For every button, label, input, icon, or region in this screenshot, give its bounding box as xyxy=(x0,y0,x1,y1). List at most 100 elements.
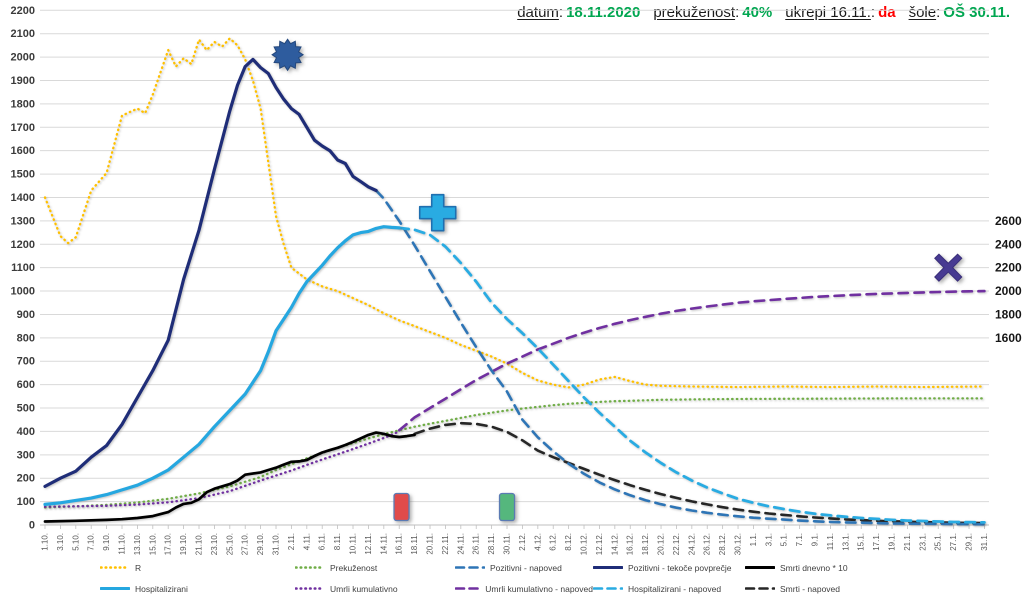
legend-label: Pozitivni - napoved xyxy=(490,562,562,573)
legend-swatch-solid xyxy=(745,566,775,569)
x-axis-label: 17.10. xyxy=(164,533,173,555)
legend-label: Pozitivni - tekoče povprečje xyxy=(628,562,732,573)
legend-label: Hospitalizirani - napoved xyxy=(628,583,722,594)
x-axis-label: 6.11. xyxy=(318,533,327,550)
y-axis-tick-label: 1300 xyxy=(11,215,35,227)
header-item-preku-enost: prekuženost: 40% xyxy=(653,4,773,21)
snowflake-icon xyxy=(271,38,305,72)
x-axis-label: 12.12. xyxy=(595,533,604,555)
x-axis-label: 14.12. xyxy=(610,533,619,555)
legend: R Prekuženost Pozitivni - napoved Pozitivni… xyxy=(0,557,1024,599)
x-axis-label: 29.1. xyxy=(965,533,974,551)
y-axis-tick-label: 0 xyxy=(29,520,35,532)
series-hospitalizirani xyxy=(43,225,401,506)
x-axis-label: 14.11. xyxy=(379,533,388,555)
legend-item-smrti-napoved: Smrti - napoved xyxy=(745,584,1024,594)
x-axis-label: 4.11. xyxy=(302,533,311,550)
x-axis-label: 5.1. xyxy=(780,533,789,546)
y-axis-tick-label: 1500 xyxy=(11,169,35,181)
x-axis-label: 10.12. xyxy=(580,533,589,555)
series-hospitalizirani-napoved xyxy=(397,226,986,524)
x-axis-label: 1.1. xyxy=(749,533,758,546)
legend-item-smrti-dnevno-10: Smrti dnevno * 10 xyxy=(745,563,1024,573)
x-axis-label: 3.1. xyxy=(764,533,773,546)
legend-item-preku-enost: Prekuženost xyxy=(295,563,455,573)
x-axis-label: 7.10. xyxy=(87,533,96,551)
series-pozitivni-teko-e-povpre-je xyxy=(43,57,378,488)
legend-item-umrli-kumulativno: Umrli kumulativno xyxy=(295,584,455,594)
header-item-ukrepi-16-11: ukrepi 16.11.: da xyxy=(785,4,896,21)
x-axis-label: 21.1. xyxy=(903,533,912,551)
legend-item-umrli-kumulativno-napoved: Umrli kumulativno - napoved xyxy=(455,584,593,594)
series-umrli-kumulativno-napoved xyxy=(397,289,986,432)
x-axis-label: 13.1. xyxy=(841,533,850,551)
legend-label: Umrli kumulativno - napoved xyxy=(485,583,593,594)
x-axis-label: 27.10. xyxy=(241,533,250,555)
y-axis-tick-label: 1600 xyxy=(11,145,35,157)
x-axis-label: 18.11. xyxy=(410,533,419,555)
x-axis-label: 11.1. xyxy=(826,533,835,550)
header-item-datum: datum: 18.11.2020 xyxy=(517,4,641,21)
x-axis-label: 25.10. xyxy=(225,533,234,555)
header-value: 18.11.2020 xyxy=(566,4,641,21)
y-axis-tick-label: 1100 xyxy=(11,262,35,274)
legend-swatch-dashed xyxy=(745,587,775,590)
x-axis-label: 28.12. xyxy=(718,533,727,555)
legend-swatch-dashed xyxy=(593,587,623,590)
covid-forecast-chart: 1.10. 3.10. 5.10. 7.10. 9.10. 11.10. 13.10. 15.… xyxy=(11,5,1023,555)
y-axis-tick-label: 1800 xyxy=(11,98,35,110)
series-r xyxy=(43,37,986,389)
legend-swatch-dotted xyxy=(100,566,130,569)
x-axis-label: 8.12. xyxy=(564,533,573,551)
x-axis-label: 24.11. xyxy=(456,533,465,555)
y-axis-tick-label: 2000 xyxy=(11,52,35,64)
x-axis-label: 9.1. xyxy=(811,533,820,546)
legend-item-hospitalizirani: Hospitalizirani xyxy=(100,584,295,594)
legend-item-pozitivni-teko-e-povpre-je: Pozitivni - tekoče povprečje xyxy=(593,563,745,573)
y-axis-right: 2600 2400 2200 2000 1800 1600 xyxy=(995,214,1022,345)
y-axis-tick-label: 1900 xyxy=(11,75,35,87)
y-axis-tick-label: 600 xyxy=(17,379,35,391)
x-axis-label: 9.10. xyxy=(102,533,111,551)
series-smrti-napoved xyxy=(413,421,986,525)
x-axis-label: 22.11. xyxy=(441,533,450,555)
gridlines xyxy=(40,9,989,526)
header-value: OŠ 30.11. xyxy=(943,4,1010,21)
series-smrti-dnevno-10 xyxy=(43,431,416,523)
x-axis-label: 26.11. xyxy=(472,533,481,555)
y-axis-right-tick-label: 2200 xyxy=(995,261,1022,275)
legend-row: Hospitalizirani Umrli kumulativno Umrli ku… xyxy=(0,578,1024,599)
y-axis-right-tick-label: 1800 xyxy=(995,307,1022,321)
x-axis-label: 19.10. xyxy=(179,533,188,555)
x-axis-label: 22.12. xyxy=(672,533,681,555)
legend-label: Smrti - napoved xyxy=(780,583,840,594)
x-axis-label: 20.11. xyxy=(426,533,435,555)
x-axis-label: 6.12. xyxy=(549,533,558,551)
legend-row: R Prekuženost Pozitivni - napoved Pozitivni… xyxy=(0,557,1024,578)
header-label: prekuženost xyxy=(653,4,736,21)
y-axis-tick-label: 1400 xyxy=(11,192,35,204)
x-axis-label: 30.12. xyxy=(734,533,743,555)
x-axis-label: 20.12. xyxy=(657,533,666,555)
x-axis: 1.10. 3.10. 5.10. 7.10. 9.10. 11.10. 13.10. 15.… xyxy=(41,525,989,555)
chart-header: datum: 18.11.2020 prekuženost: 40% ukrepi 16… xyxy=(0,4,1024,21)
x-axis-label: 10.11. xyxy=(349,533,358,555)
x-axis-label: 4.12. xyxy=(533,533,542,551)
header-item-ole: šole: OŠ 30.11. xyxy=(908,4,1010,21)
series-lines xyxy=(43,37,986,526)
series-pozitivni-napoved xyxy=(374,189,986,526)
header-label: ukrepi 16.11. xyxy=(785,4,871,21)
y-axis-tick-label: 300 xyxy=(17,449,35,461)
x-axis-label: 23.1. xyxy=(918,533,927,551)
y-axis-tick-label: 2200 xyxy=(11,5,35,17)
annotations xyxy=(271,38,963,522)
x-axis-label: 7.1. xyxy=(795,533,804,546)
x-axis-label: 18.12. xyxy=(641,533,650,555)
legend-item-r: R xyxy=(100,563,295,573)
header-value: 40% xyxy=(742,4,773,21)
y-axis-tick-label: 1200 xyxy=(11,239,35,251)
series-preku-enost xyxy=(43,397,986,509)
legend-item-hospitalizirani-napoved: Hospitalizirani - napoved xyxy=(593,584,745,594)
y-axis-tick-label: 2100 xyxy=(11,28,35,40)
